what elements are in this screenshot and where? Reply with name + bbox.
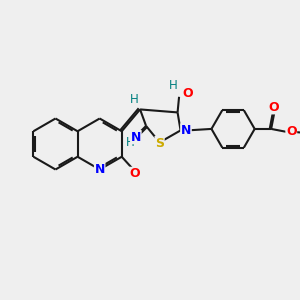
Text: S: S <box>155 136 164 149</box>
Text: O: O <box>269 101 280 114</box>
Text: O: O <box>286 125 297 138</box>
Text: N: N <box>181 124 191 137</box>
Text: H: H <box>169 79 178 92</box>
Text: O: O <box>129 167 140 180</box>
Text: O: O <box>182 87 193 100</box>
Text: N: N <box>94 163 105 176</box>
Text: N: N <box>131 130 141 143</box>
Text: H: H <box>125 136 134 148</box>
Text: H: H <box>130 93 139 106</box>
